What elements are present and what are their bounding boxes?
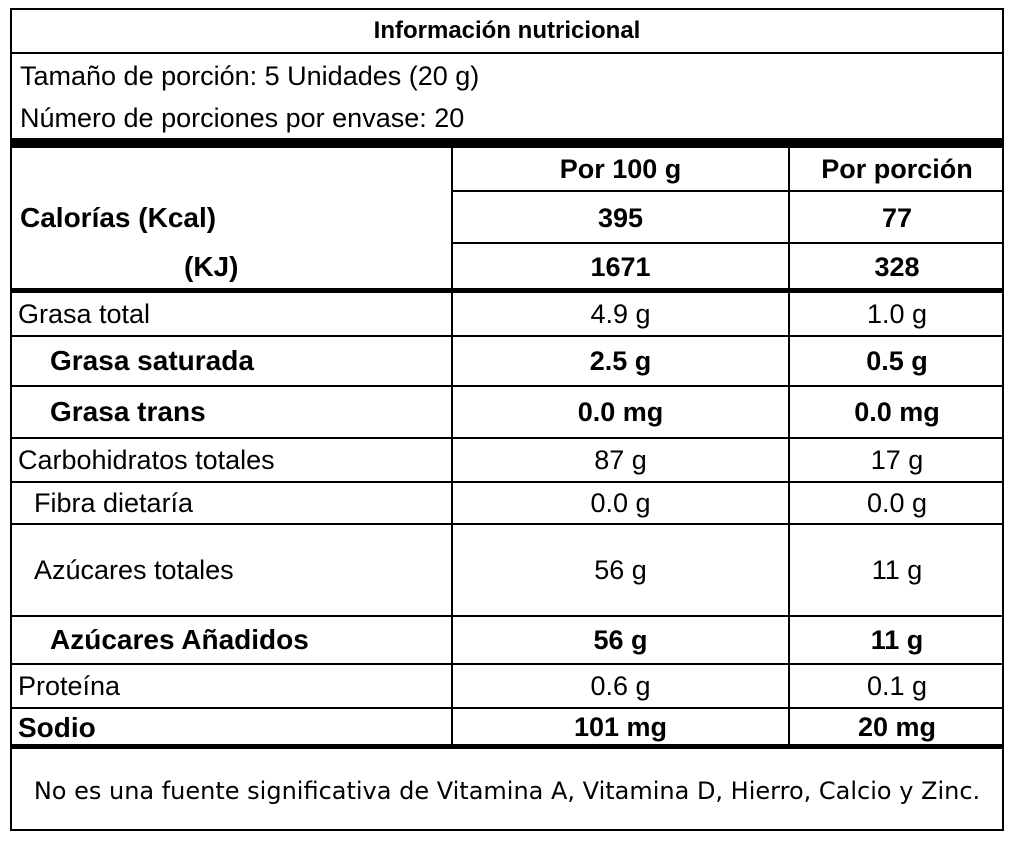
nutrient-label: Grasa total: [18, 298, 151, 329]
kcal-per-100g: 395: [597, 202, 644, 233]
nutrient-per-100g: 101 mg: [573, 712, 668, 742]
nutrient-per-100g: 0.0 mg: [577, 396, 664, 427]
nutrient-per-100g: 56 g: [593, 624, 648, 655]
column-divider: [451, 148, 453, 746]
nutrient-label: Azúcares totales: [34, 554, 234, 585]
divider: [453, 242, 1002, 244]
nutrient-per-serving: 17 g: [870, 444, 924, 475]
footer-note: No es una fuente significativa de Vitami…: [33, 777, 981, 805]
nutrient-per-serving: 0.5 g: [866, 345, 928, 376]
header-per-serving: Por porción: [821, 153, 973, 184]
servings-per-container: Número de porciones por envase: 20: [20, 102, 465, 133]
calories-kcal-label: Calorías (Kcal): [20, 202, 217, 233]
nutrition-facts-table: Información nutricional Tamaño de porció…: [10, 8, 1004, 831]
nutrient-per-serving: 0.1 g: [866, 670, 928, 701]
divider: [12, 335, 1002, 337]
nutrient-label: Fibra dietaría: [34, 487, 194, 518]
nutrient-per-serving: 20 mg: [857, 712, 937, 742]
nutrient-per-serving: 0.0 mg: [854, 396, 940, 427]
kcal-per-serving: 77: [881, 202, 913, 233]
kj-per-100g: 1671: [590, 251, 651, 282]
nutrient-per-serving: 11 g: [871, 554, 923, 585]
nutrient-label: Grasa saturada: [50, 345, 254, 376]
nutrient-label: Grasa trans: [50, 396, 206, 427]
calories-kj-label: (KJ): [184, 251, 239, 282]
nutrient-label: Sodio: [18, 711, 96, 743]
nutrient-label: Carbohidratos totales: [18, 444, 275, 475]
table-title: Información nutricional: [373, 17, 641, 44]
nutrient-per-100g: 0.0 g: [590, 487, 651, 518]
nutrient-per-100g: 56 g: [594, 554, 647, 585]
divider: [12, 437, 1002, 439]
column-divider: [788, 148, 790, 746]
nutrient-per-serving: 1.0 g: [866, 298, 928, 329]
divider: [12, 52, 1002, 54]
nutrient-per-serving: 0.0 g: [866, 487, 928, 518]
kj-per-serving: 328: [874, 251, 920, 282]
thick-divider: [12, 138, 1002, 148]
divider: [453, 190, 1002, 192]
medium-divider: [12, 744, 1002, 749]
nutrient-label: Azúcares Añadidos: [50, 624, 309, 655]
divider: [12, 523, 1002, 525]
nutrient-label: Proteína: [18, 670, 121, 701]
divider: [12, 707, 1002, 709]
serving-size: Tamaño de porción: 5 Unidades (20 g): [20, 60, 480, 91]
nutrient-per-100g: 87 g: [594, 444, 647, 475]
nutrient-per-100g: 2.5 g: [589, 345, 652, 376]
medium-divider: [12, 288, 1002, 293]
nutrient-per-100g: 4.9 g: [590, 298, 651, 329]
divider: [12, 481, 1002, 483]
nutrient-per-serving: 11 g: [870, 624, 924, 655]
divider: [12, 615, 1002, 617]
header-per-100g: Por 100 g: [559, 153, 682, 184]
divider: [12, 663, 1002, 665]
nutrient-per-100g: 0.6 g: [590, 670, 651, 701]
divider: [12, 385, 1002, 387]
